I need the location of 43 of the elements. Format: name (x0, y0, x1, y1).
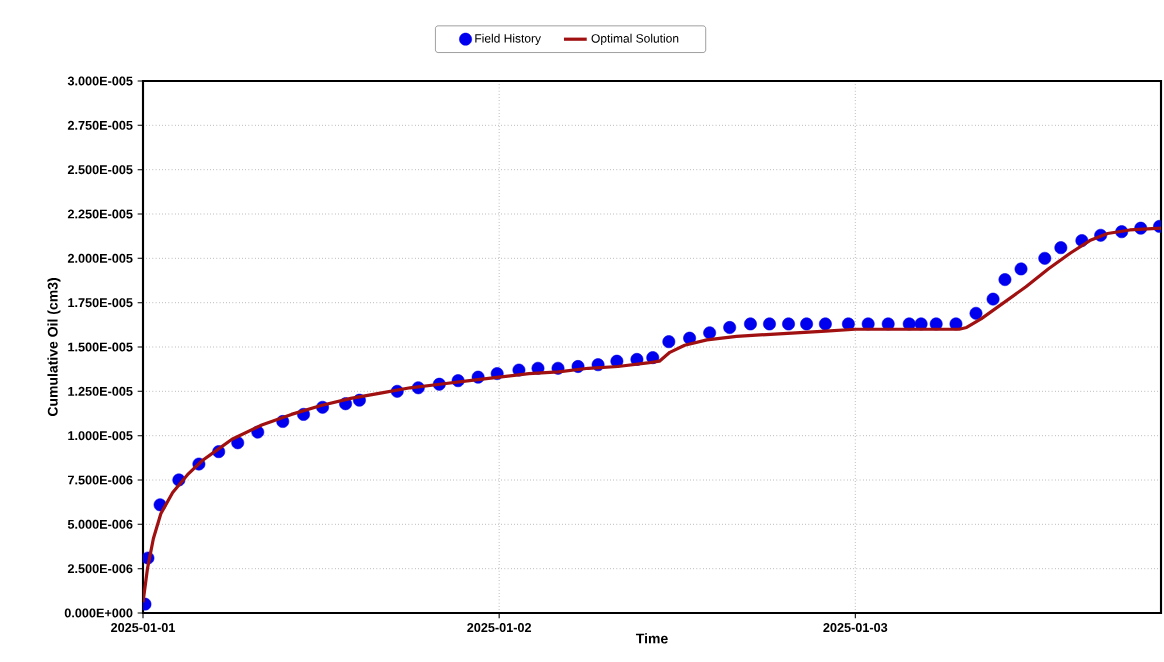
y-tick-label: 2.500E-006 (67, 564, 133, 574)
point (881, 317, 895, 331)
point (998, 273, 1012, 287)
y-tick-label: 1.500E-005 (68, 342, 133, 352)
point (969, 306, 983, 320)
point (914, 317, 928, 331)
y-tick-label: 3.000E-005 (67, 76, 133, 86)
point (929, 317, 943, 331)
y-tick-label: 5.000E-006 (67, 519, 133, 529)
y-tick-label: 7.500E-006 (68, 475, 133, 485)
point (610, 354, 624, 368)
point (1054, 241, 1068, 255)
y-tick-label: 2.250E-005 (67, 209, 133, 219)
point (986, 292, 1000, 306)
y-tick-label: 0.000E+000 (64, 608, 133, 618)
point (782, 317, 795, 331)
point (763, 317, 776, 331)
point (902, 317, 916, 331)
point (683, 331, 696, 345)
x-tick-label: 2025-01-02 (467, 623, 532, 633)
point (841, 317, 855, 331)
y-axis-title: Cumulative Oil (cm3) (47, 278, 61, 417)
legend-label: Optimal Solution (591, 33, 679, 46)
y-tick-label: 1.750E-005 (68, 298, 133, 308)
point (744, 317, 757, 331)
y-tick-label: 1.000E-005 (68, 431, 133, 441)
point (703, 326, 717, 340)
x-tick-label: 2025-01-01 (111, 623, 176, 633)
point (723, 321, 737, 334)
legend-label: Field History (475, 33, 541, 46)
y-tick-label: 1.250E-005 (68, 386, 133, 396)
y-tick-label: 2.500E-005 (67, 165, 133, 175)
point (949, 317, 963, 331)
y-tick-label: 2.750E-005 (67, 120, 133, 130)
y-tick-label: 2.000E-005 (67, 253, 133, 263)
point (662, 335, 676, 349)
point (818, 317, 832, 331)
point (1038, 251, 1052, 265)
point (861, 317, 875, 331)
x-tick-label: 2025-01-03 (823, 623, 888, 633)
x-axis-title: Time (635, 633, 668, 644)
point (1014, 262, 1028, 276)
point (800, 317, 813, 331)
